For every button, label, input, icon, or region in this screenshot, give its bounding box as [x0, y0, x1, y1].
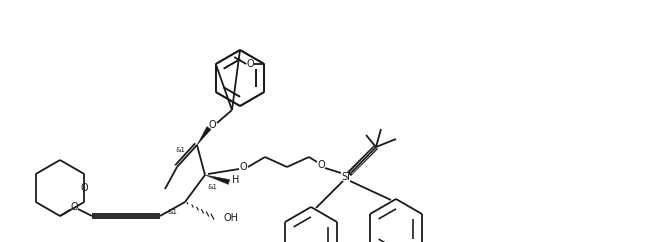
- Text: OH: OH: [224, 213, 239, 223]
- Polygon shape: [205, 175, 230, 184]
- Text: O: O: [81, 183, 88, 193]
- Text: O: O: [317, 160, 325, 170]
- Text: O: O: [239, 162, 247, 172]
- Text: O: O: [246, 59, 254, 69]
- Text: O: O: [208, 120, 216, 130]
- Text: Si: Si: [342, 172, 350, 182]
- Text: &1: &1: [168, 209, 178, 215]
- Polygon shape: [197, 127, 211, 145]
- Text: O: O: [70, 202, 78, 212]
- Text: &1: &1: [208, 184, 218, 190]
- Text: H: H: [232, 175, 240, 185]
- Text: &1: &1: [176, 147, 186, 153]
